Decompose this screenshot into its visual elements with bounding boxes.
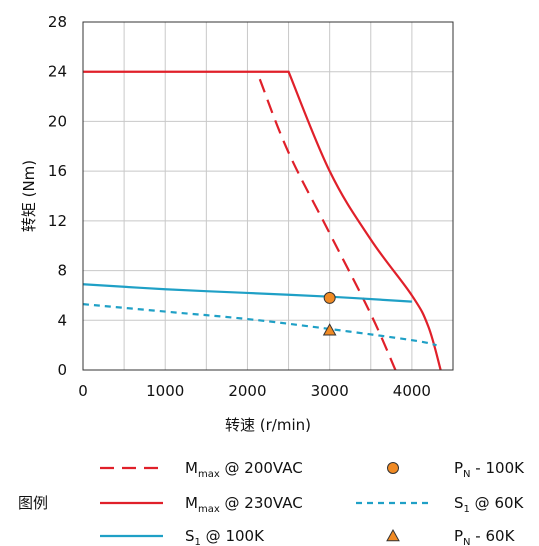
x-tick-label: 3000 xyxy=(311,382,349,400)
y-tick-label: 4 xyxy=(57,311,67,329)
legend-label-5: S1 @ 60K xyxy=(454,494,525,515)
legend-label-6: PN - 60K xyxy=(454,527,516,546)
legend-label-1: Mmax @ 200VAC xyxy=(185,459,303,480)
x-tick-label: 1000 xyxy=(146,382,184,400)
legend-marker-1 xyxy=(387,462,399,474)
y-axis-label: 转矩 (Nm) xyxy=(20,160,38,232)
legend-label-2: Mmax @ 230VAC xyxy=(185,494,303,515)
legend-label-3: S1 @ 100K xyxy=(185,527,265,546)
legend-label-4: PN - 100K xyxy=(454,459,525,480)
x-axis-label: 转速 (r/min) xyxy=(225,416,311,434)
grid-lines xyxy=(82,21,454,371)
x-tick-label: 4000 xyxy=(393,382,431,400)
y-tick-label: 20 xyxy=(48,112,67,130)
x-tick-label: 2000 xyxy=(228,382,266,400)
data-point-1 xyxy=(323,291,336,304)
legend-title: 图例 xyxy=(18,494,48,512)
y-tick-label: 16 xyxy=(48,162,67,180)
y-tick-label: 24 xyxy=(48,63,67,81)
series-layer xyxy=(82,70,442,371)
series-line-2 xyxy=(83,70,442,371)
series-line-3 xyxy=(82,283,412,303)
series-line-4 xyxy=(82,303,437,347)
x-tick-label: 0 xyxy=(78,382,88,400)
y-tick-label: 12 xyxy=(48,212,67,230)
legend: Mmax @ 200VAC Mmax @ 230VAC S1 @ 100K PN - … xyxy=(100,459,525,546)
y-tick-label: 0 xyxy=(57,361,67,379)
plot-frame xyxy=(82,21,454,371)
series-line-1 xyxy=(258,78,397,371)
data-point-2 xyxy=(322,323,337,336)
y-tick-label: 8 xyxy=(57,262,67,280)
points-layer xyxy=(322,291,337,336)
axis-ticks: 0 1000 2000 3000 4000 0 4 8 12 16 20 24 28 xyxy=(48,13,431,400)
y-tick-label: 28 xyxy=(48,13,67,31)
legend-marker-2 xyxy=(386,528,400,542)
